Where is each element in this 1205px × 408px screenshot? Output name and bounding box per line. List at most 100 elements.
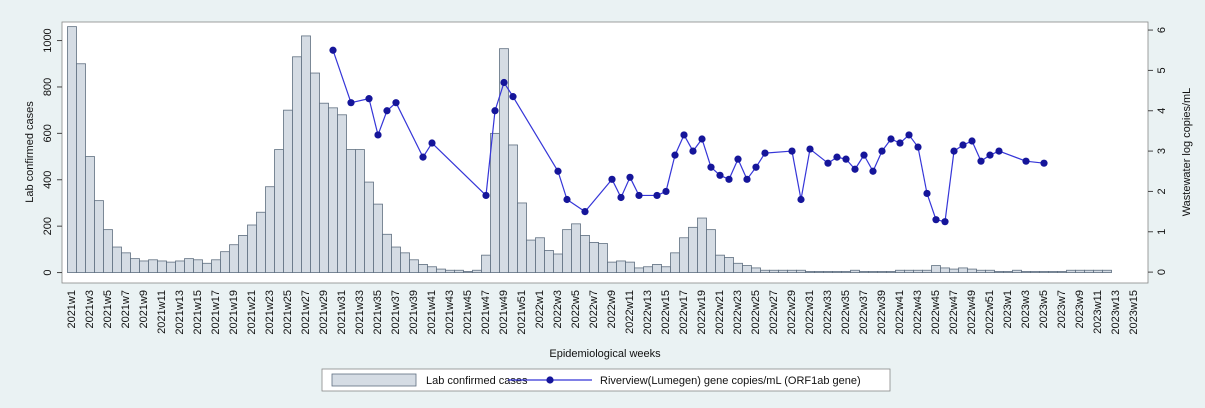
bar — [769, 269, 779, 273]
bar — [976, 269, 986, 273]
line-marker — [419, 153, 427, 161]
bar — [679, 237, 689, 273]
line-marker — [977, 157, 985, 165]
bar — [526, 239, 536, 273]
line-marker — [383, 107, 391, 115]
bar — [400, 252, 410, 273]
bar — [616, 260, 626, 273]
bar — [598, 243, 608, 273]
legend-label: Lab confirmed cases — [426, 375, 528, 387]
line-marker — [896, 139, 904, 147]
bar — [409, 259, 419, 273]
bar — [706, 229, 716, 273]
bar — [265, 186, 275, 273]
x-tick-label: 2022w19 — [696, 290, 708, 335]
line-segment — [512, 96, 559, 172]
bar — [832, 270, 842, 273]
bar — [481, 254, 491, 273]
bar — [445, 269, 455, 273]
bar — [760, 269, 770, 273]
line-marker — [608, 175, 616, 183]
x-tick-label: 2021w51 — [516, 290, 528, 335]
line-marker — [698, 135, 706, 143]
x-tick-label: 2021w13 — [174, 290, 186, 335]
legend-swatch — [331, 373, 417, 387]
line-segment — [395, 102, 424, 158]
x-tick-label: 2021w23 — [264, 290, 276, 335]
x-tick-label: 2023w1 — [1002, 290, 1014, 329]
bar — [733, 262, 743, 273]
bar — [319, 102, 329, 273]
line-marker — [635, 191, 643, 200]
bar — [274, 149, 284, 273]
line-marker — [833, 153, 841, 161]
bar — [1003, 270, 1013, 273]
bar — [697, 217, 707, 273]
line-marker — [842, 155, 850, 163]
bar — [391, 246, 401, 273]
line-marker — [923, 189, 931, 198]
line-marker — [743, 175, 751, 183]
line-marker — [851, 165, 859, 173]
bar — [121, 252, 131, 273]
bar — [220, 251, 230, 273]
bar — [958, 267, 968, 273]
y2-tick-label: 4 — [1156, 108, 1168, 114]
x-tick-label: 2022w7 — [588, 290, 600, 329]
y-tick-label: 400 — [42, 171, 54, 189]
x-tick-label: 2023w11 — [1092, 290, 1104, 334]
bar — [76, 63, 86, 273]
line-marker — [347, 99, 355, 107]
bar — [67, 26, 77, 273]
line-segment — [998, 150, 1027, 162]
x-tick-label: 2022w43 — [912, 290, 924, 335]
bar — [355, 149, 365, 273]
line-marker — [563, 195, 571, 204]
bar — [148, 259, 158, 273]
bar — [1102, 269, 1112, 273]
bar — [1012, 269, 1022, 273]
x-tick-label: 2021w3 — [84, 290, 96, 329]
line-marker — [671, 151, 679, 159]
line-marker — [500, 78, 508, 87]
y-tick-label: 0 — [42, 269, 54, 275]
bar — [193, 259, 203, 273]
x-tick-label: 2023w15 — [1128, 290, 1140, 335]
bar — [337, 114, 347, 273]
line-segment — [791, 150, 802, 200]
line-segment — [944, 151, 955, 222]
bar — [823, 270, 833, 273]
x-tick-label: 2022w17 — [678, 290, 690, 335]
legend-box — [321, 368, 891, 392]
x-tick-label: 2022w27 — [768, 290, 780, 335]
bar — [454, 269, 464, 273]
line-marker — [554, 167, 562, 175]
line-segment — [566, 198, 586, 213]
line-segment — [917, 146, 928, 194]
line-segment — [872, 150, 883, 172]
bar — [841, 270, 851, 273]
x-tick-label: 2021w35 — [372, 290, 384, 335]
line-segment — [485, 110, 496, 196]
bar — [778, 269, 788, 273]
x-tick-label: 2022w25 — [750, 290, 762, 335]
bar — [751, 267, 761, 273]
x-tick-label: 2022w29 — [786, 290, 798, 335]
line-marker — [374, 131, 382, 139]
x-tick-label: 2021w47 — [480, 290, 492, 335]
bar — [850, 269, 860, 273]
bar — [1075, 269, 1085, 273]
line-segment — [377, 110, 388, 136]
x-tick-label: 2021w1 — [66, 290, 78, 329]
x-tick-label: 2022w41 — [894, 290, 906, 335]
x-tick-label: 2023w13 — [1110, 290, 1122, 335]
line-marker — [950, 147, 958, 155]
line-segment — [584, 178, 613, 212]
line-segment — [332, 50, 352, 103]
line-segment — [728, 158, 739, 180]
line-marker — [491, 107, 499, 115]
bar — [418, 264, 428, 273]
x-tick-label: 2022w31 — [804, 290, 816, 335]
line-marker — [887, 135, 895, 143]
line-marker — [329, 46, 337, 54]
